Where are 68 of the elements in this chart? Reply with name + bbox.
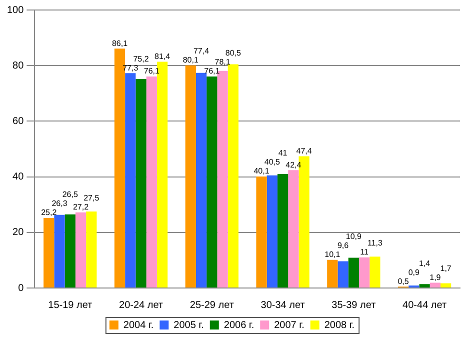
data-label: 81,4 <box>154 52 171 61</box>
bar <box>419 284 430 288</box>
bar <box>430 282 441 288</box>
data-label: 1,4 <box>418 258 431 268</box>
bar <box>358 257 370 288</box>
bar <box>75 212 86 288</box>
y-tick-label: 60 <box>12 116 24 127</box>
legend-label: 2005 г. <box>174 320 204 331</box>
data-label: 77,4 <box>193 46 210 56</box>
bar <box>44 218 54 288</box>
x-tick-label: 40-44 лет <box>402 300 447 311</box>
bar <box>54 214 65 288</box>
legend-label: 2004 г. <box>123 320 154 331</box>
data-label: 25,2 <box>41 208 58 218</box>
legend-label: 2007 г. <box>274 320 304 331</box>
y-tick-label: 0 <box>18 282 24 294</box>
data-label: 75,2 <box>133 54 150 64</box>
x-tick-label: 35-39 лет <box>332 300 376 311</box>
bar <box>277 174 288 288</box>
data-label: 1,9 <box>430 272 442 282</box>
bar <box>228 64 238 288</box>
y-tick-label: 100 <box>6 4 24 16</box>
data-label: 80,5 <box>225 48 242 58</box>
x-tick-label: 20-24 лет <box>119 300 164 311</box>
bar <box>338 261 348 288</box>
data-label: 0,5 <box>398 276 410 286</box>
legend-label: 2008 г. <box>324 320 355 331</box>
bar <box>440 283 452 288</box>
data-label: 86,1 <box>112 38 128 48</box>
x-tick-label: 25-29 лет <box>190 300 234 311</box>
data-label: 11,3 <box>367 238 383 248</box>
bar <box>206 76 218 288</box>
data-label: 27,2 <box>72 202 90 212</box>
bar <box>196 72 207 288</box>
x-tick-label: 30-34 лет <box>260 300 306 311</box>
bar <box>327 260 338 288</box>
data-label: 26,3 <box>52 199 68 208</box>
bar <box>256 176 267 288</box>
x-tick-label: 15-19 лет <box>48 300 93 311</box>
data-label: 10,1 <box>324 250 341 260</box>
bar <box>348 258 359 288</box>
bar <box>266 175 278 288</box>
data-label: 40,5 <box>264 158 280 167</box>
data-label: 26,5 <box>62 190 78 200</box>
data-label: 40,1 <box>254 166 270 176</box>
data-label: 1,7 <box>440 264 452 273</box>
data-label: 47,4 <box>296 146 312 156</box>
bar <box>136 78 146 288</box>
data-label: 0,9 <box>408 268 420 277</box>
y-tick-label: 80 <box>12 60 24 72</box>
data-label: 41 <box>278 148 288 158</box>
data-label: 76,1 <box>204 66 220 76</box>
y-tick-label: 40 <box>12 172 24 183</box>
data-label: 10,9 <box>346 232 362 242</box>
data-label: 78,1 <box>214 58 231 67</box>
bar <box>146 76 157 288</box>
bar <box>125 73 136 288</box>
bar <box>64 214 76 288</box>
data-label: 9,6 <box>337 241 350 250</box>
legend-label: 2006 г. <box>224 320 254 331</box>
data-label: 11 <box>360 248 370 257</box>
data-label: 80,1 <box>182 56 199 65</box>
y-tick-label: 20 <box>12 227 24 238</box>
bar <box>370 256 380 288</box>
data-label: 27,5 <box>84 194 100 203</box>
bar <box>185 65 196 288</box>
bar <box>86 212 97 288</box>
bar <box>288 170 299 288</box>
